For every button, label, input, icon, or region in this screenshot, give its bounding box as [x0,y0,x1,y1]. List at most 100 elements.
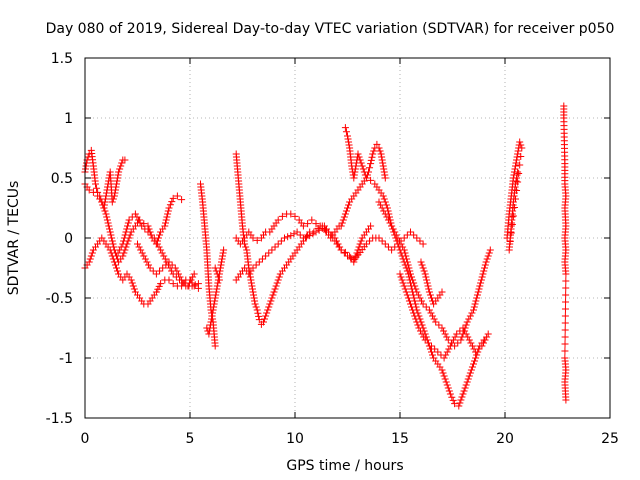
data-point [272,282,280,290]
data-point-interp [561,305,569,313]
data-point-interp [408,303,416,311]
data-point-interp [471,300,479,308]
y-tick-label: -1.5 [46,411,73,427]
data-point-interp [265,249,273,257]
data-point [440,354,448,362]
data-point-interp [87,252,95,260]
data-point-interp [423,276,431,284]
data-point-interp [164,207,172,215]
data-point [89,188,97,196]
data-point-interp [206,324,214,332]
data-point-interp [403,255,411,263]
data-point-interp [212,291,220,299]
data-point-interp [445,387,453,395]
data-point-interp [379,159,387,167]
data-point-interp [262,312,270,320]
data-point-interp [561,312,569,320]
data-point-interp [214,273,222,281]
data-point-interp [477,276,485,284]
data-point-interp [191,281,199,289]
data-point [144,228,152,236]
data-point-interp [378,237,386,245]
data-point [365,168,372,176]
data-point-interp [114,171,122,179]
data-point-interp [290,230,298,238]
data-point-interp [210,303,218,311]
data-point [350,174,358,182]
data-point-interp [380,168,388,176]
data-point [394,234,402,242]
data-point-interp [440,327,448,335]
data-point [268,246,276,254]
data-point-interp [515,170,523,177]
data-point [325,228,333,236]
data-point-interp [468,309,476,317]
data-point-interp [403,258,411,266]
data-point [125,216,133,224]
data-point-interp [416,237,424,245]
data-point [373,140,381,148]
data-point [108,198,116,206]
data-point-interp [414,321,422,329]
data-point-interp [513,174,521,182]
data-point-interp [480,267,488,275]
data-point [470,306,477,314]
data-point [138,222,146,230]
data-point-interp [471,357,479,365]
data-point [413,288,421,296]
y-tick-label: -0.5 [46,291,73,307]
data-point-interp [141,225,149,233]
data-point [516,138,524,146]
data-point-interp [426,291,434,299]
x-axis-title: GPS time / hours [286,458,403,474]
data-point-interp [561,326,569,334]
data-point [278,212,286,220]
data-point-interp [162,216,170,224]
data-point-interp [124,222,132,230]
data-point-interp [137,246,145,254]
data-point-interp [269,291,277,299]
data-point [169,280,177,288]
data-point-interp [451,333,459,341]
data-point [482,258,490,266]
data-point-interp [473,294,481,302]
data-point-interp [380,195,388,203]
data-point-interp [350,171,358,179]
x-tick-label: 5 [186,431,195,447]
data-point-interp [425,285,433,293]
data-point-interp [124,219,132,227]
data-point [318,224,326,232]
data-point [152,270,160,278]
data-point-interp [512,159,520,167]
data-point-interp [205,327,213,335]
data-point-interp [334,240,342,248]
data-point-interp [378,153,386,161]
data-point-interp [377,201,385,209]
data-point-interp [246,273,254,281]
data-point-interp [214,279,222,287]
data-point [428,342,435,350]
data-point-interp [462,321,470,329]
data-point [157,280,165,288]
data-point [367,160,375,168]
data-point [344,132,351,140]
data-point-interp [481,264,489,272]
data-point-interp [456,399,464,407]
data-point [115,168,123,176]
data-point [150,234,158,242]
data-point [421,270,429,278]
data-point-interp [353,249,361,257]
data-point-interp [449,396,457,404]
data-point [102,192,110,200]
data-point [341,210,349,218]
data-point [442,378,450,386]
data-point-interp [351,165,359,173]
data-point-interp [210,300,218,308]
data-point-interp [468,342,476,350]
data-point-interp [403,231,411,239]
data-point-interp [173,267,181,275]
data-point [459,324,467,332]
data-point [255,316,263,324]
data-point-interp [284,233,292,241]
data-point-interp [513,156,521,164]
